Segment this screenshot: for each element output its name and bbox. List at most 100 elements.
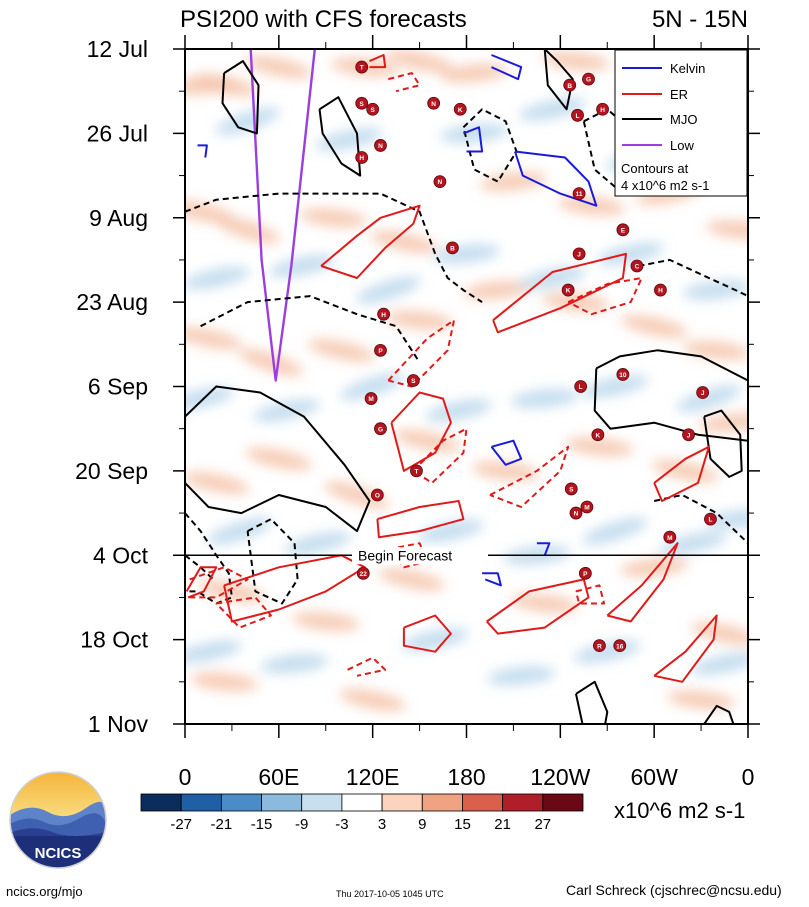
legend-box bbox=[614, 49, 748, 197]
storm-marker: M bbox=[663, 530, 677, 544]
svg-text:N: N bbox=[574, 511, 579, 518]
anomaly-negative-patch bbox=[510, 388, 579, 409]
svg-text:L: L bbox=[708, 517, 712, 524]
colorbar-swatch bbox=[341, 793, 383, 812]
storm-marker: K bbox=[561, 283, 575, 297]
contour-er-solid bbox=[369, 54, 387, 69]
anomaly-positive-patch bbox=[378, 568, 446, 591]
contour-mjo-solid bbox=[543, 49, 574, 111]
contour-er-solid bbox=[492, 252, 627, 334]
ncics-logo: NCICS bbox=[9, 771, 107, 869]
svg-text:B: B bbox=[567, 83, 572, 90]
storm-marker: G bbox=[582, 72, 595, 86]
anomaly-negative-patch bbox=[185, 266, 250, 290]
storm-marker: K bbox=[453, 102, 467, 116]
anomaly-negative-patch bbox=[215, 107, 281, 135]
contour-mjo-solid bbox=[703, 704, 735, 724]
y-tick-label: 18 Oct bbox=[80, 627, 148, 653]
x-tick-label: 0 bbox=[179, 764, 192, 790]
svg-text:P: P bbox=[378, 348, 383, 355]
contour-mjo-solid bbox=[595, 349, 748, 382]
anomaly-positive-patch bbox=[324, 481, 390, 509]
anomaly-negative-patch bbox=[260, 654, 329, 674]
storm-marker: C bbox=[630, 259, 644, 273]
anomaly-positive-patch bbox=[339, 688, 406, 712]
svg-text:N: N bbox=[378, 143, 383, 150]
anomaly-positive-patch bbox=[386, 49, 453, 73]
svg-text:O: O bbox=[375, 493, 380, 500]
colorbar-label: 9 bbox=[418, 816, 426, 833]
contour-kelvin-solid bbox=[536, 542, 551, 556]
anomaly-positive-patch bbox=[385, 310, 454, 330]
anomaly-positive-patch bbox=[652, 459, 719, 483]
y-tick-label: 4 Oct bbox=[93, 542, 149, 568]
svg-text:M: M bbox=[584, 505, 589, 512]
anomaly-positive-patch bbox=[620, 314, 688, 338]
anomaly-negative-patch bbox=[185, 640, 242, 663]
storm-marker: T bbox=[355, 60, 369, 74]
contour-er-solid bbox=[402, 614, 452, 653]
storm-marker: S bbox=[406, 374, 420, 387]
colorbar-label: 15 bbox=[454, 816, 471, 833]
anomaly-negative-patch bbox=[185, 387, 234, 410]
anomaly-negative-patch bbox=[581, 375, 649, 398]
legend-note-line2: 4 x10^6 m2 s-1 bbox=[621, 178, 709, 193]
contour-er-dashed bbox=[387, 319, 455, 388]
svg-text:P: P bbox=[583, 571, 588, 578]
svg-text:E: E bbox=[621, 227, 626, 234]
anomaly-negative-patch bbox=[268, 254, 336, 278]
y-axis-labels: 12 Jul 26 Jul 9 Aug 23 Aug 6 Sep 20 Sep … bbox=[75, 36, 149, 737]
colorbar-swatch bbox=[421, 793, 463, 812]
colorbar: -27 -21 -15 -9 -3 3 9 15 21 27 bbox=[140, 793, 584, 833]
storm-marker: J bbox=[572, 247, 586, 261]
svg-text:G: G bbox=[586, 77, 591, 84]
colorbar-swatch bbox=[220, 793, 262, 812]
svg-text:M: M bbox=[667, 535, 672, 542]
x-tick-label: 60W bbox=[631, 764, 679, 790]
contour-kelvin-solid bbox=[197, 144, 208, 158]
anomaly-positive-patch bbox=[370, 230, 438, 254]
svg-text:T: T bbox=[414, 468, 418, 475]
anomaly-positive-patch bbox=[440, 63, 509, 83]
anomaly-negative-patch bbox=[582, 517, 648, 545]
anomaly-positive-patch bbox=[308, 339, 375, 362]
anomaly-positive-patch bbox=[190, 672, 258, 692]
storm-marker: R bbox=[593, 639, 606, 653]
anomaly-positive-patch bbox=[394, 429, 461, 453]
colorbar-swatch bbox=[261, 793, 303, 812]
anomaly-positive-patch bbox=[698, 413, 748, 433]
contour-mjo-dashed bbox=[200, 295, 421, 363]
anomaly-negative-patch bbox=[355, 276, 421, 304]
contour-mjo-dashed bbox=[638, 258, 748, 298]
storm-marker: L bbox=[574, 380, 588, 393]
svg-text:K: K bbox=[596, 432, 601, 439]
storm-marker: N bbox=[569, 506, 583, 520]
anomaly-negative-patch bbox=[253, 399, 320, 422]
colorbar-label: -15 bbox=[251, 816, 273, 833]
storm-marker: N bbox=[433, 175, 447, 188]
storm-marker: G bbox=[374, 422, 387, 436]
colorbar-swatch bbox=[542, 793, 584, 812]
begin-forecast-label-bg bbox=[352, 547, 488, 565]
svg-text:M: M bbox=[368, 396, 373, 403]
storm-marker: 16 bbox=[613, 639, 627, 653]
contour-er-dashed bbox=[567, 277, 643, 316]
x-tick-label: 120E bbox=[346, 764, 400, 790]
footer-timestamp: Thu 2017-10-05 1045 UTC bbox=[336, 889, 444, 899]
svg-text:H: H bbox=[359, 155, 364, 162]
svg-text:L: L bbox=[579, 384, 583, 391]
y-tick-label: 6 Sep bbox=[88, 374, 148, 400]
anomaly-negative-patch bbox=[519, 97, 586, 121]
storm-marker: P bbox=[374, 343, 387, 357]
storm-marker: H bbox=[355, 151, 369, 164]
svg-text:T: T bbox=[360, 65, 364, 72]
colorbar-label: -3 bbox=[335, 816, 348, 833]
anomaly-positive-patch bbox=[471, 461, 540, 481]
contour-er-solid bbox=[653, 614, 718, 683]
storm-marker: E bbox=[616, 223, 630, 237]
contour-mjo-solid bbox=[703, 409, 743, 478]
colorbar-swatch bbox=[381, 793, 423, 812]
storm-marker: 22 bbox=[356, 566, 370, 580]
svg-text:J: J bbox=[701, 390, 705, 397]
